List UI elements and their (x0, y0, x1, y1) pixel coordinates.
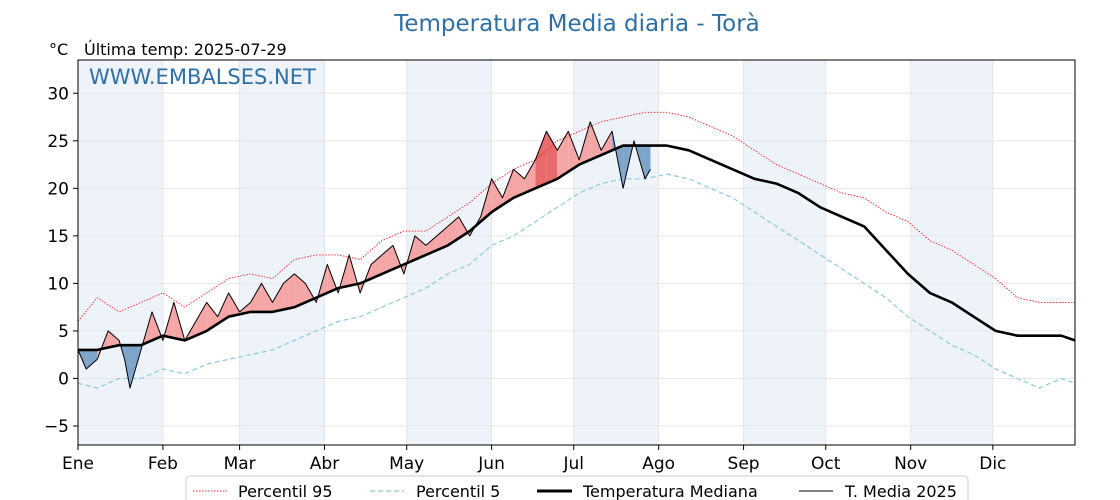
y-tick-label: 5 (58, 322, 69, 342)
anomaly-above-segment (524, 159, 536, 194)
x-tick-label: Feb (148, 454, 178, 474)
axis-ticks: −5 0 5 10 15 20 25 30 Ene Feb Mar Abr May Jun Jul Ago Se… (44, 84, 1006, 474)
x-tick-label: Jul (563, 454, 585, 474)
legend-label-p5: Percentil 5 (416, 482, 500, 500)
y-tick-label: 20 (47, 179, 69, 199)
anomaly-above-segment (195, 302, 207, 336)
series-lines (77, 111, 1076, 389)
y-unit-label: °C (49, 40, 68, 59)
chart-title: Temperatura Media diaria - Torà (393, 11, 760, 37)
x-tick-label: Ago (642, 454, 675, 474)
legend-label-current: T. Media 2025 (844, 482, 957, 500)
watermark: WWW.EMBALSES.NET (89, 65, 316, 89)
y-tick-label: 15 (47, 227, 69, 247)
anomaly-above-segment (447, 216, 459, 246)
anomaly-above-segment (491, 178, 503, 213)
anomaly-below-segment (86, 349, 98, 369)
x-tick-label: Oct (811, 454, 841, 474)
legend: Percentil 95 Percentil 5 Temperatura Med… (185, 475, 969, 500)
anomaly-above-segment (502, 169, 514, 205)
anomaly-above-segment (590, 121, 602, 160)
anomaly-above-segment (217, 292, 229, 324)
x-tick-label: Ene (62, 454, 94, 474)
series-percentil-95-line (77, 111, 1075, 322)
month-bands (78, 60, 993, 445)
anomaly-above-segment (557, 131, 569, 179)
y-tick-label: 10 (47, 274, 69, 294)
series-percentil-5-line (77, 173, 1076, 389)
x-tick-label: Mar (224, 454, 256, 474)
month-band (239, 60, 325, 445)
anomaly-above-segment (568, 131, 580, 172)
last-temp-label: Última temp: 2025-07-29 (84, 40, 287, 59)
x-tick-label: Dic (979, 454, 1006, 474)
anomaly-above-segment (535, 131, 547, 189)
series-mediana-line (78, 144, 1076, 352)
anomaly-above-segment (294, 273, 306, 308)
anomaly-above-segment (206, 302, 218, 331)
anomaly-above-segment (250, 283, 262, 312)
series-2025-line (77, 121, 651, 389)
month-band (910, 60, 993, 445)
x-tick-label: Sep (728, 454, 760, 474)
y-tick-label: −5 (44, 417, 69, 437)
y-tick-label: 30 (47, 84, 69, 104)
anomaly-above-segment (283, 273, 295, 310)
anomaly-below-segment (644, 145, 651, 179)
legend-box (185, 475, 969, 500)
anomaly-above-segment (272, 283, 284, 312)
anomaly-above-segment (108, 330, 120, 348)
anomaly-above-segment (601, 131, 613, 156)
legend-label-median: Temperatura Mediana (582, 482, 758, 500)
month-band (78, 60, 163, 445)
x-tick-label: May (389, 454, 424, 474)
y-tick-label: 25 (47, 132, 69, 152)
anomaly-below-segment (124, 345, 131, 388)
y-tick-label: 0 (58, 369, 69, 389)
plot-frame (77, 59, 1076, 446)
anomaly-above-segment (414, 235, 426, 260)
anomaly-above-segment (436, 226, 448, 251)
anomaly-above-segment (261, 283, 273, 312)
legend-label-p95: Percentil 95 (238, 482, 333, 500)
anomaly-fills (78, 121, 651, 388)
month-band (743, 60, 826, 445)
anomaly-above-segment (371, 254, 383, 279)
anomaly-above-segment (546, 131, 558, 184)
x-tick-label: Nov (894, 454, 927, 474)
anomaly-above-segment (228, 292, 240, 317)
x-tick-label: Jun (477, 454, 505, 474)
x-tick-label: Abr (310, 454, 339, 474)
month-band (573, 60, 659, 445)
